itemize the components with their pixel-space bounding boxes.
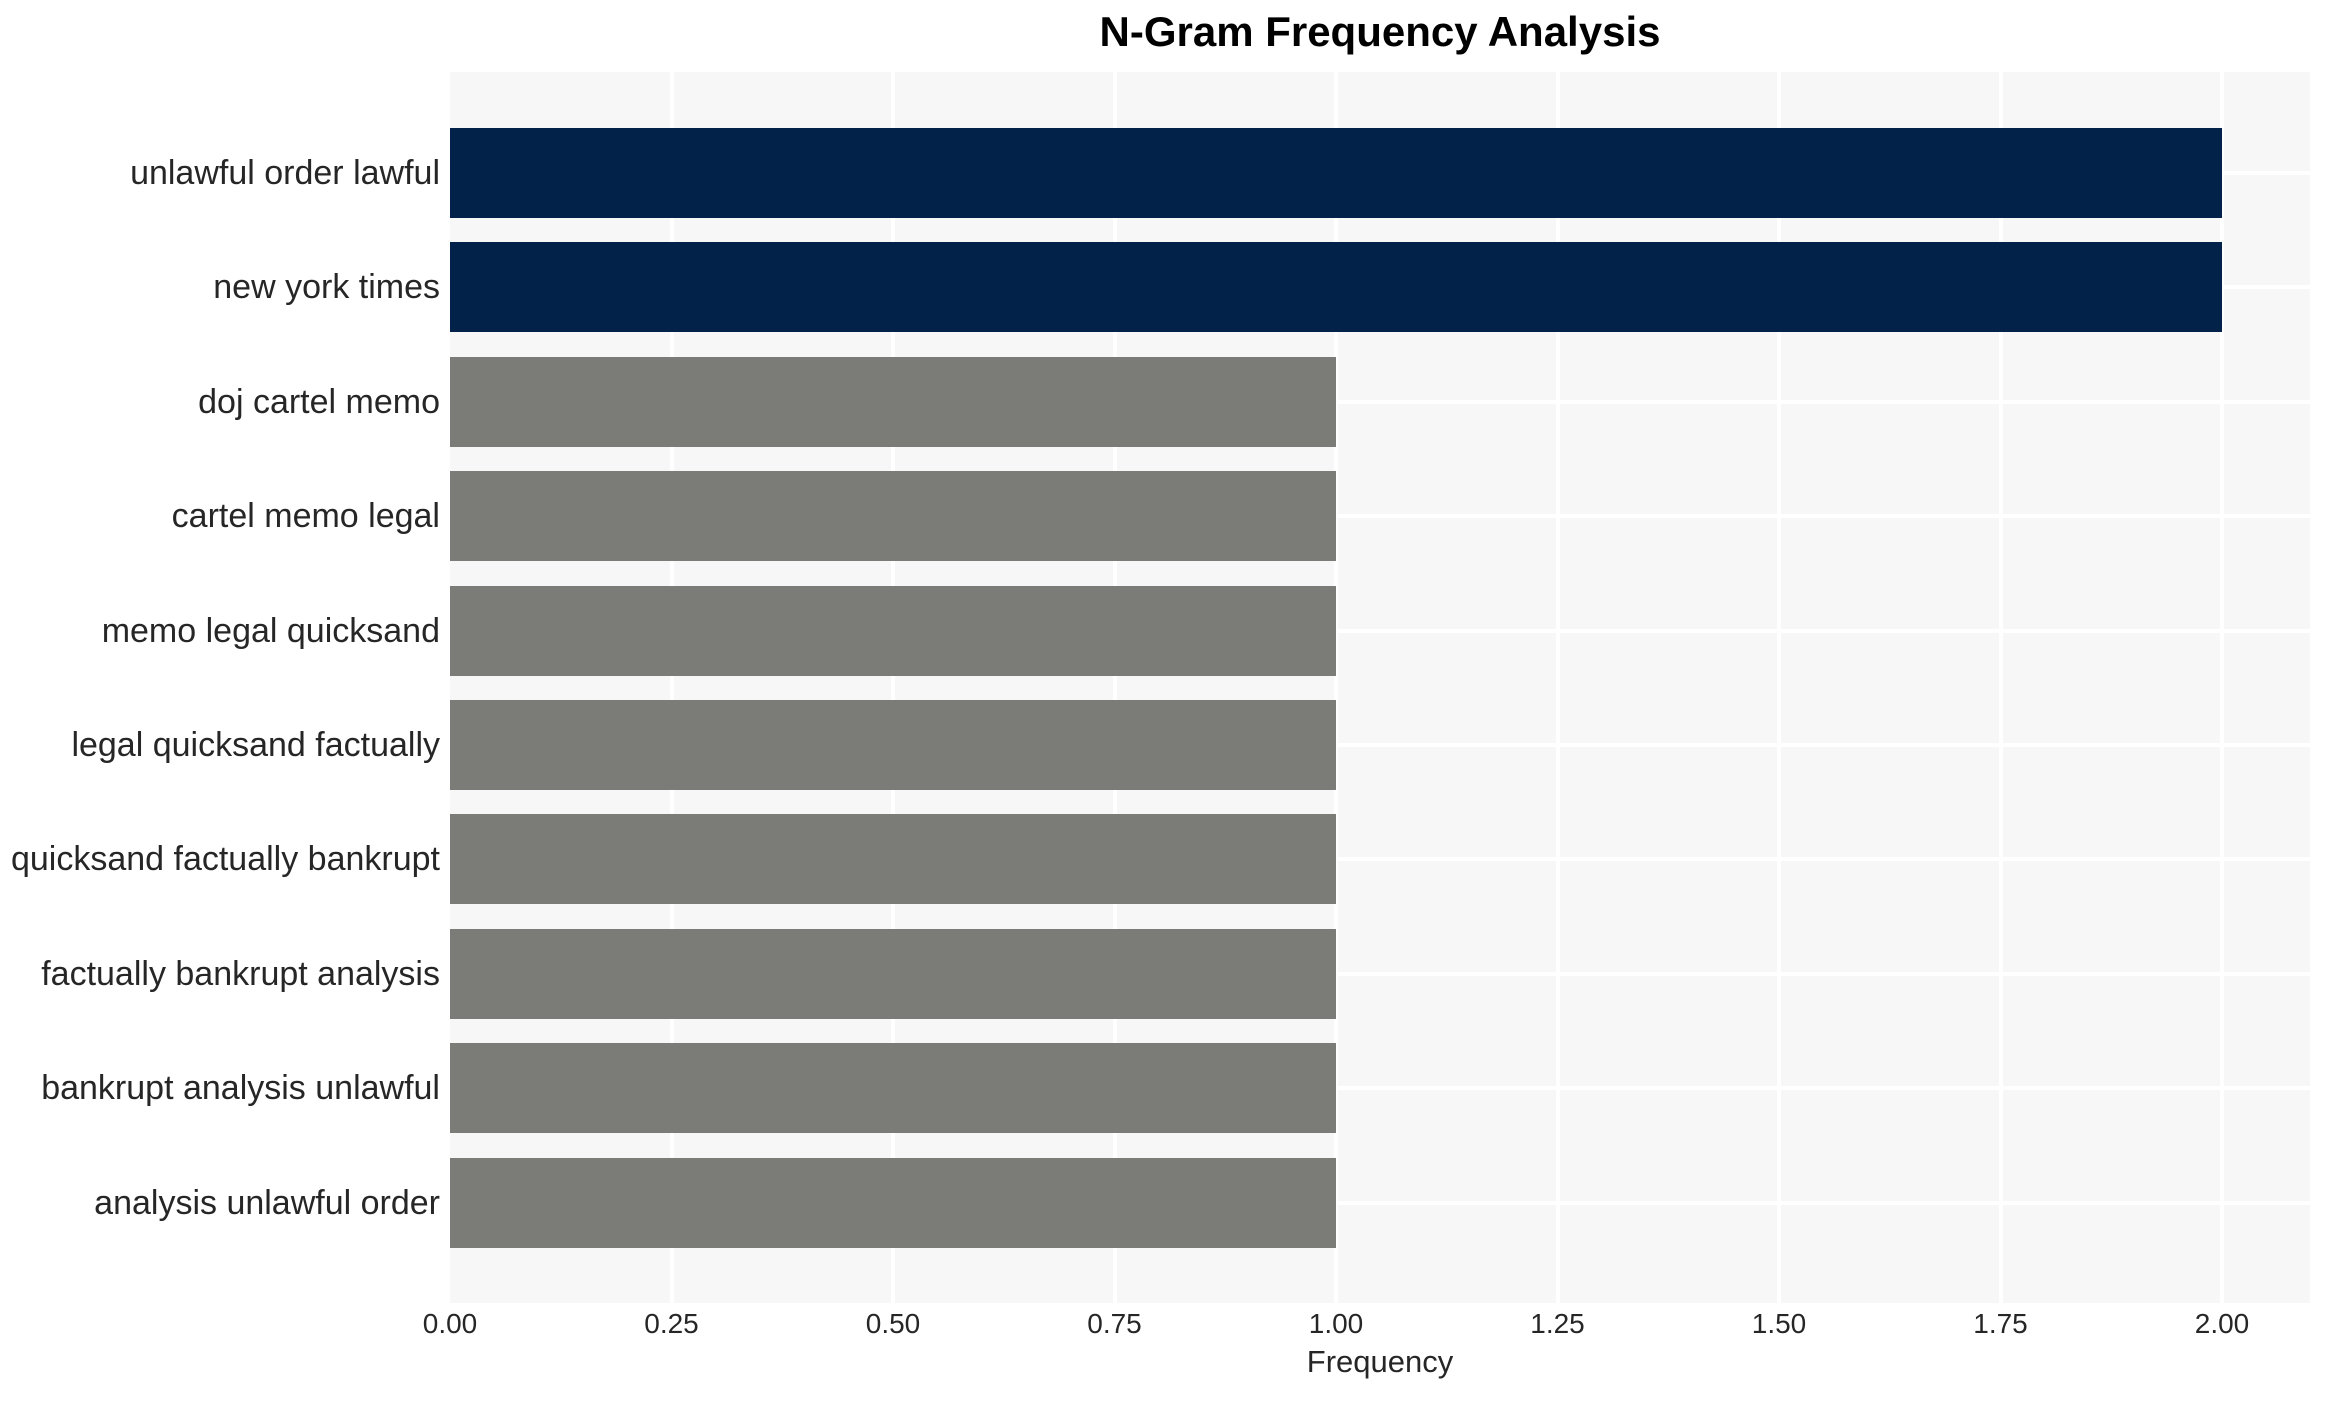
bar-memo-legal-quicksand: [450, 585, 1336, 676]
y-tick-label: factually bankrupt analysis: [41, 954, 440, 993]
plot-area: [450, 72, 2310, 1303]
y-gridline: [450, 628, 2310, 633]
x-tick-label: 0.75: [1087, 1308, 1142, 1339]
y-gridline: [450, 971, 2310, 976]
chart-title: N-Gram Frequency Analysis: [1099, 8, 1661, 55]
bar-doj-cartel-memo: [450, 356, 1336, 447]
bar-factually-bankrupt-analysis: [450, 928, 1336, 1019]
x-gridline: [669, 72, 674, 1303]
y-tick-label: memo legal quicksand: [101, 611, 440, 650]
x-tick-label: 0.25: [644, 1308, 699, 1339]
bar-quicksand-factually-bankrupt: [450, 814, 1336, 905]
x-gridline: [1777, 72, 1781, 1303]
x-gridline: [1998, 72, 2003, 1303]
y-tick-label: unlawful order lawful: [130, 154, 440, 192]
x-gridline: [1334, 72, 1338, 1303]
x-tick-label: 1.25: [1530, 1308, 1585, 1339]
y-tick-label: new york times: [213, 268, 440, 307]
x-gridline: [2220, 72, 2224, 1303]
x-gridline: [1555, 72, 1560, 1303]
y-gridline: [450, 514, 2310, 519]
y-gridline: [450, 399, 2310, 404]
bar-bankrupt-analysis-unlawful: [450, 1043, 1336, 1134]
x-tick-label: 0.50: [865, 1308, 921, 1339]
bar-unlawful-order-lawful: [450, 128, 2222, 218]
x-tick-label: 2.00: [2194, 1308, 2250, 1339]
y-gridline: [450, 743, 2310, 747]
y-gridline: [450, 1200, 2310, 1205]
y-tick-label: bankrupt analysis unlawful: [41, 1069, 440, 1108]
y-tick-label: analysis unlawful order: [94, 1183, 440, 1222]
y-tick-label: quicksand factually bankrupt: [10, 840, 440, 879]
y-tick-label: cartel memo legal: [171, 497, 440, 536]
x-axis-title: Frequency: [1306, 1344, 1454, 1379]
x-tick-label: 1.50: [1751, 1308, 1807, 1339]
y-axis-labels: unlawful order lawful new york times doj c…: [0, 72, 440, 1303]
y-gridline: [450, 857, 2310, 862]
x-axis-ticks: 0.00 0.25 0.50 0.75 1.00 1.25 1.50 1.75 2.00: [0, 1308, 2330, 1348]
x-tick-label: 0.00: [422, 1308, 478, 1339]
x-gridline: [1112, 72, 1117, 1303]
x-gridline: [891, 72, 895, 1303]
y-gridline: [450, 1086, 2310, 1091]
x-tick-label: 1.00: [1308, 1308, 1364, 1339]
bar-new-york-times: [450, 242, 2222, 333]
x-tick-label: 1.75: [1973, 1308, 2028, 1339]
bar-analysis-unlawful-order: [450, 1157, 1336, 1248]
bar-cartel-memo-legal: [450, 471, 1336, 562]
y-tick-label: legal quicksand factually: [71, 726, 440, 764]
y-tick-label: doj cartel memo: [198, 382, 440, 421]
bar-legal-quicksand-factually: [450, 700, 1336, 790]
